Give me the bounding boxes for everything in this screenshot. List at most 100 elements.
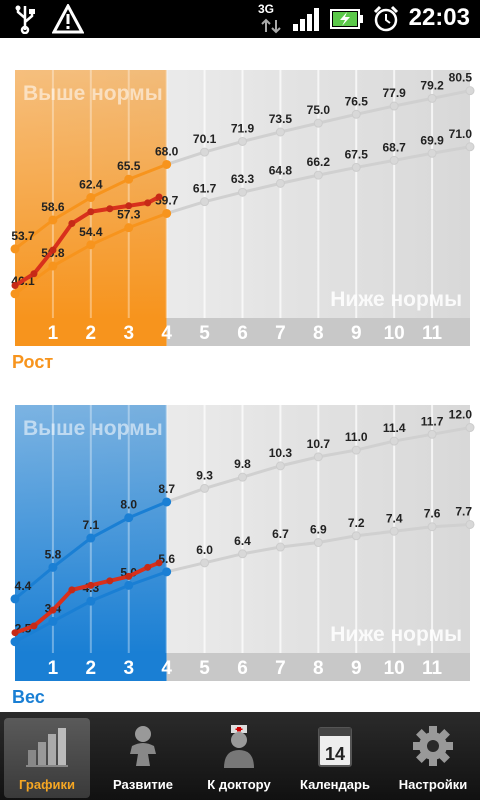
- tab-calendar-label: Календарь: [300, 777, 370, 792]
- chart-title: Рост: [12, 352, 53, 372]
- upper-norm-point: [162, 159, 172, 169]
- x-tick-label: 6: [237, 658, 248, 679]
- lower-norm-value-label: 6.4: [234, 534, 251, 548]
- child-measure-point: [87, 581, 95, 589]
- lower-norm-value-label: 66.2: [307, 155, 331, 169]
- lower-norm-point: [238, 549, 247, 559]
- below-norm-label: Ниже нормы: [330, 623, 462, 646]
- tab-doctor-label: К доктору: [207, 777, 271, 792]
- child-measure-point: [106, 577, 114, 585]
- x-tick-label: 11: [422, 323, 443, 344]
- child-measure-point: [68, 220, 76, 228]
- upper-norm-point: [389, 436, 399, 446]
- tab-calendar[interactable]: 14 Календарь: [292, 718, 378, 798]
- network-arrows-icon: [261, 18, 281, 34]
- upper-norm-value-label: 80.5: [449, 71, 473, 85]
- alarm-icon: [373, 5, 399, 32]
- usb-icon: [15, 5, 35, 34]
- x-tick-label: 5: [199, 658, 210, 679]
- upper-norm-point: [124, 513, 134, 523]
- upper-norm-value-label: 70.1: [193, 132, 217, 146]
- upper-norm-value-label: 5.8: [45, 547, 62, 561]
- lower-norm-point: [427, 148, 437, 158]
- upper-norm-value-label: 7.1: [82, 518, 99, 532]
- x-axis-bar: [166, 653, 470, 681]
- x-tick-label: 7: [275, 658, 286, 679]
- calendar-icon: 14: [318, 727, 352, 767]
- x-tick-label: 6: [237, 323, 248, 344]
- lower-norm-point: [86, 596, 96, 606]
- warning-icon: [52, 4, 84, 34]
- upper-norm-value-label: 10.7: [307, 437, 331, 451]
- tab-development-label: Развитие: [113, 777, 173, 792]
- child-measure-point: [87, 208, 95, 216]
- x-tick-label: 10: [384, 658, 405, 679]
- lower-norm-value-label: 5.6: [158, 552, 175, 566]
- lower-norm-point: [313, 538, 323, 548]
- lower-norm-value-label: 6.0: [196, 543, 213, 557]
- tab-development[interactable]: Развитие: [100, 718, 186, 798]
- upper-norm-point: [313, 118, 323, 128]
- tab-charts[interactable]: Графики: [4, 718, 90, 798]
- height-chart[interactable]: Выше нормы Ниже нормы 1 2 3 4 5 6 7 8 9 10 11 Рост 53.…: [0, 38, 480, 373]
- child-measure-point: [155, 559, 163, 567]
- doctor-icon: [224, 725, 254, 768]
- below-norm-label: Ниже нормы: [330, 288, 462, 311]
- upper-norm-value-label: 79.2: [420, 78, 444, 92]
- weight-chart[interactable]: Выше нормы Ниже нормы 1 2 3 4 5 6 7 8 9 10 11 Вес 4.4 5…: [0, 373, 480, 708]
- upper-norm-value-label: 71.9: [231, 121, 255, 135]
- tab-settings[interactable]: Настройки: [390, 718, 476, 798]
- x-tick-label: 7: [275, 323, 286, 344]
- upper-norm-point: [427, 93, 437, 103]
- lower-norm-value-label: 7.2: [348, 516, 365, 530]
- status-bar: 3G 22:03: [0, 0, 480, 38]
- lower-norm-value-label: 71.0: [449, 127, 473, 141]
- lower-norm-point: [465, 142, 475, 152]
- lower-norm-value-label: 67.5: [345, 147, 369, 161]
- upper-norm-point: [238, 136, 247, 146]
- upper-norm-value-label: 8.0: [120, 498, 137, 512]
- child-measure-point: [49, 246, 57, 254]
- upper-norm-value-label: 10.3: [269, 446, 293, 460]
- upper-norm-point: [313, 452, 323, 462]
- upper-norm-value-label: 11.0: [345, 430, 368, 444]
- upper-norm-point: [10, 594, 20, 604]
- upper-norm-value-label: 11.7: [421, 414, 444, 428]
- upper-norm-point: [200, 483, 210, 493]
- tab-doctor[interactable]: К доктору: [196, 718, 282, 798]
- lower-norm-point: [48, 261, 58, 271]
- upper-norm-value-label: 9.3: [196, 468, 213, 482]
- elapsed-period-area: [15, 405, 167, 653]
- upper-norm-point: [124, 174, 134, 184]
- upper-norm-point: [351, 109, 361, 119]
- upper-norm-point: [86, 533, 96, 543]
- lower-norm-value-label: 6.9: [310, 523, 327, 537]
- lower-norm-value-label: 54.4: [79, 225, 103, 239]
- upper-norm-point: [465, 86, 475, 96]
- x-tick-label: 9: [351, 658, 362, 679]
- gear-icon: [413, 726, 453, 766]
- child-measure-point: [30, 270, 38, 278]
- upper-norm-point: [48, 215, 58, 225]
- lower-norm-point: [48, 616, 58, 626]
- upper-norm-value-label: 68.0: [155, 144, 179, 158]
- upper-norm-value-label: 58.6: [41, 200, 65, 214]
- signal-icon: [293, 8, 319, 31]
- child-measure-point: [11, 629, 19, 637]
- lower-norm-point: [10, 289, 20, 299]
- upper-norm-value-label: 76.5: [345, 94, 369, 108]
- battery-icon: [330, 9, 363, 29]
- lower-norm-point: [275, 542, 285, 552]
- x-tick-label: 2: [86, 658, 97, 679]
- baby-icon: [130, 726, 156, 766]
- upper-norm-value-label: 4.4: [15, 579, 32, 593]
- lower-norm-value-label: 61.7: [193, 182, 217, 196]
- bottom-tab-bar: Графики Развитие К доктору 14 Календарь: [0, 712, 480, 800]
- upper-norm-point: [86, 193, 96, 203]
- child-measure-point: [125, 572, 133, 580]
- x-tick-label: 2: [86, 323, 97, 344]
- lower-norm-value-label: 7.7: [455, 504, 472, 518]
- upper-norm-point: [162, 497, 172, 507]
- upper-norm-point: [275, 127, 285, 137]
- lower-norm-point: [124, 580, 134, 590]
